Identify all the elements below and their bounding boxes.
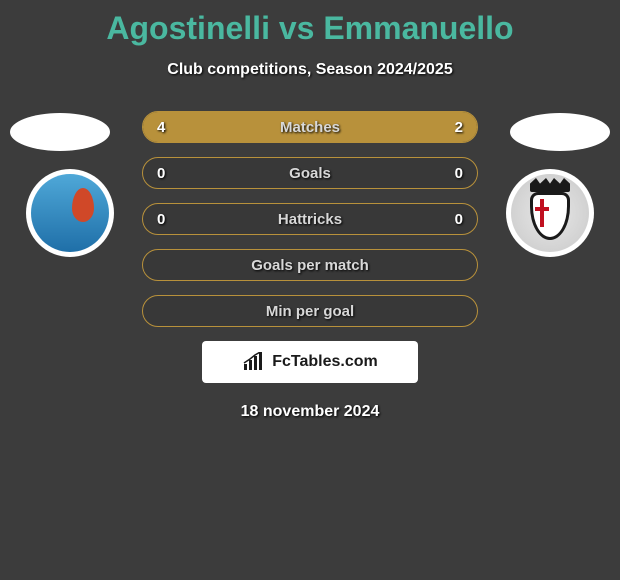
stat-value-right: 2 bbox=[455, 112, 463, 143]
stat-value-right: 0 bbox=[455, 204, 463, 235]
bar-chart-icon bbox=[242, 352, 266, 372]
player-left-name-ellipse bbox=[10, 113, 110, 151]
stats-list: 4Matches20Goals00Hattricks0Goals per mat… bbox=[142, 111, 478, 327]
club-logo-right-graphic bbox=[511, 174, 589, 252]
stat-label: Goals per match bbox=[143, 250, 477, 281]
stat-row: 4Matches2 bbox=[142, 111, 478, 143]
player-right-name-ellipse bbox=[510, 113, 610, 151]
watermark: FcTables.com bbox=[202, 341, 418, 383]
comparison-panel: 4Matches20Goals00Hattricks0Goals per mat… bbox=[0, 111, 620, 421]
stat-row: 0Goals0 bbox=[142, 157, 478, 189]
shield-icon bbox=[530, 192, 570, 240]
date-label: 18 november 2024 bbox=[0, 403, 620, 421]
page-title: Agostinelli vs Emmanuello bbox=[0, 0, 620, 47]
stat-label: Hattricks bbox=[143, 204, 477, 235]
stat-row: Goals per match bbox=[142, 249, 478, 281]
stat-row: Min per goal bbox=[142, 295, 478, 327]
crown-icon bbox=[530, 178, 570, 192]
stat-row: 0Hattricks0 bbox=[142, 203, 478, 235]
stat-value-right: 0 bbox=[455, 158, 463, 189]
club-logo-right bbox=[506, 169, 594, 257]
stat-label: Goals bbox=[143, 158, 477, 189]
stat-label: Matches bbox=[143, 112, 477, 143]
club-logo-left bbox=[26, 169, 114, 257]
subtitle: Club competitions, Season 2024/2025 bbox=[0, 61, 620, 79]
club-logo-left-graphic bbox=[31, 174, 109, 252]
stat-label: Min per goal bbox=[143, 296, 477, 327]
watermark-text: FcTables.com bbox=[272, 353, 378, 371]
